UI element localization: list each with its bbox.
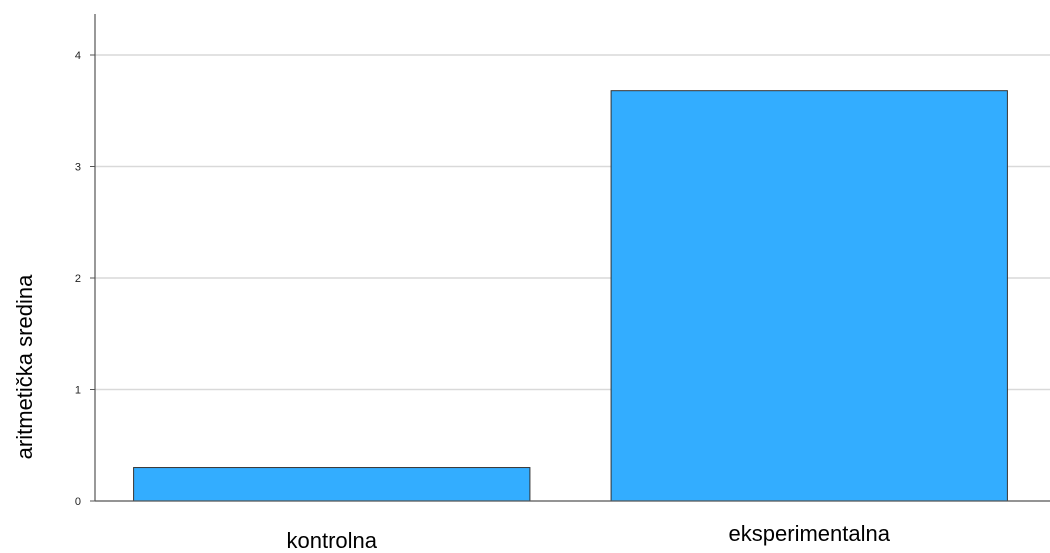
y-tick-labels: 0 1 2 3 4 [75,50,81,508]
x-category-labels: kontrolna eksperimentalna [286,521,890,553]
y-axis-title: aritmetička sredina [12,274,37,459]
x-category-label: eksperimentalna [729,521,891,546]
bars [133,90,1008,502]
x-category-label: kontrolna [286,528,377,553]
bar-kontrolna [133,467,531,502]
y-tick-label: 2 [75,273,81,285]
bar-eksperimentalna [610,90,1008,502]
y-tick-label: 0 [75,496,81,508]
y-tick-label: 3 [75,162,81,174]
axes [90,14,1050,502]
y-tick-label: 4 [75,50,81,62]
y-tick-label: 1 [75,385,81,397]
